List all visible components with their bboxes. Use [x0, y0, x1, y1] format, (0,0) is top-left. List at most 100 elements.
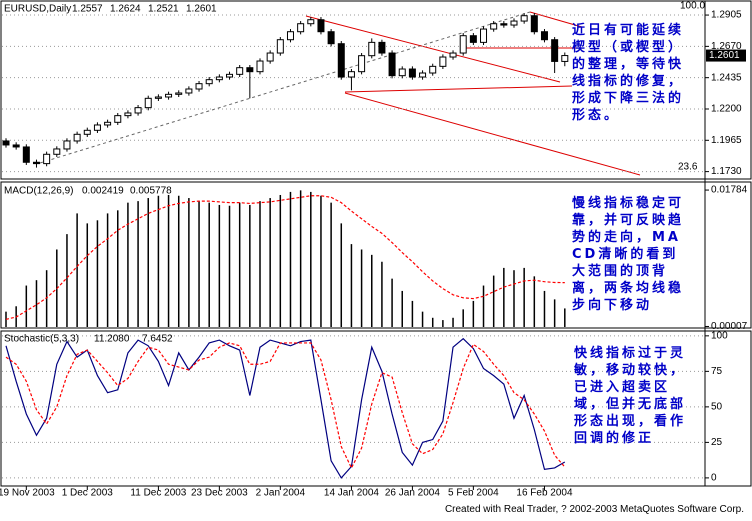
price-box [706, 49, 746, 62]
candle-body [551, 39, 559, 62]
macd-bar [45, 270, 48, 327]
macd-bar [320, 195, 322, 327]
indicator-value: 7.6452 [142, 334, 173, 345]
macd-bar [167, 194, 170, 327]
macd-bar [177, 195, 180, 327]
candle-body [327, 31, 335, 45]
macd-bar [482, 285, 485, 327]
candle-body [256, 60, 264, 73]
candle-body [12, 144, 20, 148]
y-tick-label: 1.1730 [711, 166, 742, 177]
candle-body [22, 146, 30, 163]
candle-body [378, 41, 386, 54]
trend-line [39, 11, 531, 164]
macd-bar [188, 198, 190, 327]
candle-body [53, 148, 61, 155]
macd-bar [472, 300, 475, 327]
x-tick-label: 5 Feb 2004 [448, 488, 499, 499]
macd-bar [401, 290, 403, 327]
macd-bar [269, 198, 271, 327]
candle-body [63, 140, 71, 150]
indicator-value: 11.2080 [94, 334, 130, 345]
macd-bar [218, 204, 221, 327]
candle-body [449, 52, 457, 58]
macd-bar [228, 205, 231, 327]
y-tick-label: 0.01784 [711, 185, 748, 196]
candle-body [266, 52, 274, 62]
fib-label: 100.0 [680, 1, 705, 12]
x-tick-label: 16 Feb 2004 [516, 488, 573, 499]
macd-bar [137, 201, 139, 327]
macd-bar [381, 261, 383, 327]
candle-body [540, 31, 548, 41]
annotation: 慢线指标稳定可靠，并可反映趋势的走向，MACD清晰的看到大范围的顶背离，两条均线… [572, 196, 685, 313]
macd-bar [462, 309, 464, 327]
candle-body [490, 23, 498, 30]
macd-bar [330, 202, 332, 327]
candle-body [419, 72, 427, 78]
y-tick-label: 1.2905 [711, 10, 742, 21]
candle-body [276, 39, 284, 54]
candle-body [73, 133, 81, 142]
macd-bar [259, 201, 261, 327]
macd-bar [208, 202, 210, 327]
candle-body [114, 115, 122, 123]
y-tick-label: 0.00007 [711, 321, 748, 332]
candle-body [459, 35, 467, 54]
macd-bar [238, 202, 241, 327]
candle-body [347, 71, 355, 78]
candle-body [246, 67, 254, 73]
candle-body [500, 23, 508, 26]
candle-body [93, 124, 101, 131]
y-tick-label: 1.1965 [711, 135, 742, 146]
candle-body [561, 55, 569, 62]
panel-title: Stochastic(5,3,3) [4, 334, 79, 345]
price-panel [0, 0, 752, 180]
candle-body [195, 83, 203, 90]
footer: Created with Real Trader, ? 2002-2003 Me… [444, 504, 744, 515]
macd-bar [421, 311, 424, 327]
macd-bar [157, 195, 160, 327]
macd-bar [249, 204, 251, 327]
macd-bar [76, 213, 78, 327]
annotation: 近日有可能延续楔型（或楔型）的整理，等待快线指标的修复，形成下降三法的形态。 [572, 23, 685, 123]
candle-body [307, 19, 315, 25]
macd-bar [492, 275, 495, 327]
candle-body [317, 19, 325, 33]
macd-bar [127, 202, 129, 327]
macd-bar [523, 267, 525, 327]
candle-body [520, 15, 528, 22]
x-tick-label: 1 Dec 2003 [62, 488, 114, 499]
macd-panel [0, 181, 752, 329]
candle-body [185, 88, 193, 94]
macd-bar [391, 278, 393, 327]
macd-bar [106, 213, 109, 327]
candle-body [2, 140, 10, 146]
x-tick-label: 14 Jan 2004 [324, 488, 379, 499]
candle-body [215, 76, 223, 81]
y-tick-label: 50 [711, 402, 723, 413]
macd-bar [431, 317, 434, 327]
macd-bar [371, 254, 373, 327]
trend-line [305, 15, 561, 83]
annotation: 快线指标过于灵敏，移动较快，已进入超卖区域，但并无底部形态出现，看作回调的修正 [574, 346, 687, 446]
y-tick-label: 1.2200 [711, 104, 742, 115]
macd-bar [543, 290, 546, 327]
candle-body [429, 65, 437, 74]
x-tick-label: 11 Dec 2003 [130, 488, 186, 499]
price-label: 1.2601 [709, 50, 740, 61]
candle-body [226, 73, 234, 78]
macd-bar [198, 201, 200, 327]
candle-body [358, 55, 366, 73]
candle-body [480, 28, 488, 43]
ohlc-value: 1.2557 [72, 4, 103, 15]
y-tick-label: 1.2435 [711, 72, 742, 83]
fib-label: 23.6 [678, 162, 698, 173]
macd-bar [350, 244, 353, 327]
y-tick-label: 25 [711, 437, 723, 448]
y-tick-label: 1.2670 [711, 41, 742, 52]
macd-bar [66, 234, 68, 327]
trend-line [529, 11, 583, 28]
macd-bar [340, 223, 343, 327]
